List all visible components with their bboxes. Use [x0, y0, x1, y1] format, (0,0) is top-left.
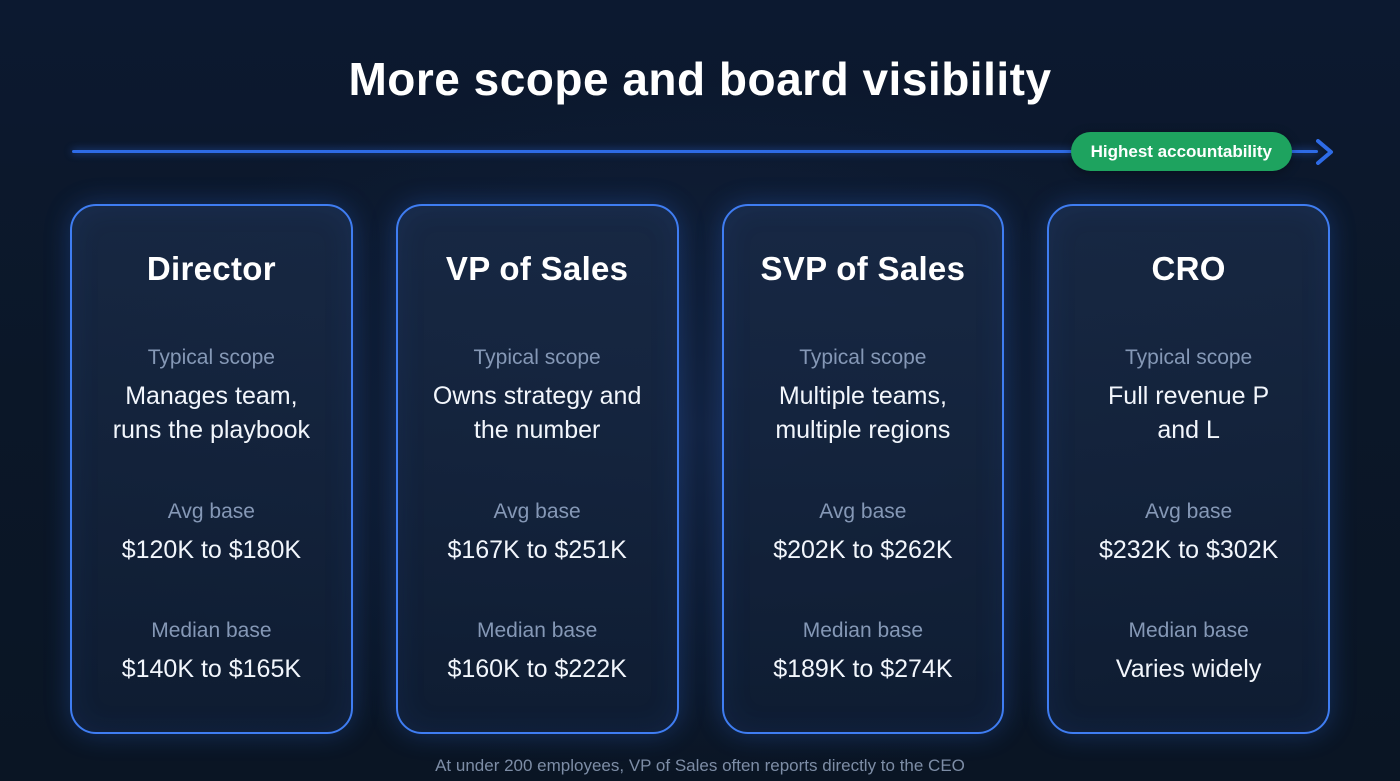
median-base-group: Median base $189K to $274K	[740, 619, 987, 687]
avg-base-value: $167K to $251K	[447, 535, 627, 564]
median-base-group: Median base $140K to $165K	[88, 619, 335, 687]
scope-value: Full revenue P and L	[1108, 382, 1270, 444]
avg-base-label: Avg base	[1145, 499, 1233, 523]
card-title: VP of Sales	[445, 250, 629, 287]
median-base-group: Median base $160K to $222K	[414, 619, 661, 687]
scope-value: Multiple teams, multiple regions	[775, 382, 951, 444]
scope-label: Typical scope	[473, 346, 601, 369]
median-base-label: Median base	[1128, 619, 1249, 643]
card-title: CRO	[1151, 250, 1226, 287]
role-cards: Director Typical scope Manages team, run…	[70, 204, 1330, 734]
median-base-value: Varies widely	[1115, 655, 1262, 684]
avg-base-group: Avg base $120K to $180K	[88, 500, 335, 568]
avg-base-value: $120K to $180K	[121, 535, 302, 564]
scope-value: Manages team, runs the playbook	[112, 382, 311, 444]
avg-base-label: Avg base	[167, 499, 255, 523]
page-title: More scope and board visibility	[348, 53, 1052, 105]
median-base-label: Median base	[151, 619, 272, 643]
median-base-value: $140K to $165K	[121, 655, 302, 684]
scope-group: Typical scope Owns strategy and the numb…	[414, 346, 661, 448]
avg-base-value: $202K to $262K	[773, 535, 953, 564]
median-base-label: Median base	[477, 619, 598, 643]
avg-base-group: Avg base $232K to $302K	[1065, 500, 1312, 568]
scope-group: Typical scope Multiple teams, multiple r…	[740, 346, 987, 448]
footnote: At under 200 employees, VP of Sales ofte…	[435, 756, 965, 775]
median-base-label: Median base	[802, 619, 923, 643]
median-base-value: $160K to $222K	[447, 655, 627, 684]
scope-value: Owns strategy and the number	[432, 382, 642, 444]
avg-base-group: Avg base $167K to $251K	[414, 500, 661, 568]
card-svp-of-sales: SVP of Sales Typical scope Multiple team…	[721, 204, 1005, 734]
card-title: Director	[146, 250, 276, 287]
accountability-badge: Highest accountability	[1070, 132, 1292, 171]
avg-base-label: Avg base	[493, 499, 581, 523]
card-cro: CRO Typical scope Full revenue P and L A…	[1047, 204, 1330, 734]
median-base-group: Median base Varies widely	[1065, 619, 1312, 687]
median-base-value: $189K to $274K	[773, 655, 953, 684]
avg-base-label: Avg base	[819, 499, 907, 523]
accountability-axis: Highest accountability	[72, 132, 1334, 172]
scope-group: Typical scope Manages team, runs the pla…	[88, 346, 335, 448]
card-director: Director Typical scope Manages team, run…	[70, 204, 353, 734]
card-vp-of-sales: VP of Sales Typical scope Owns strategy …	[395, 204, 679, 734]
card-title: SVP of Sales	[760, 250, 966, 287]
arrow-right-icon	[1316, 139, 1334, 165]
scope-label: Typical scope	[147, 346, 275, 369]
scope-group: Typical scope Full revenue P and L	[1065, 346, 1312, 448]
avg-base-group: Avg base $202K to $262K	[740, 500, 987, 568]
scope-label: Typical scope	[1125, 346, 1253, 369]
scope-label: Typical scope	[799, 346, 927, 369]
axis-line	[72, 150, 1318, 153]
avg-base-value: $232K to $302K	[1098, 535, 1279, 564]
